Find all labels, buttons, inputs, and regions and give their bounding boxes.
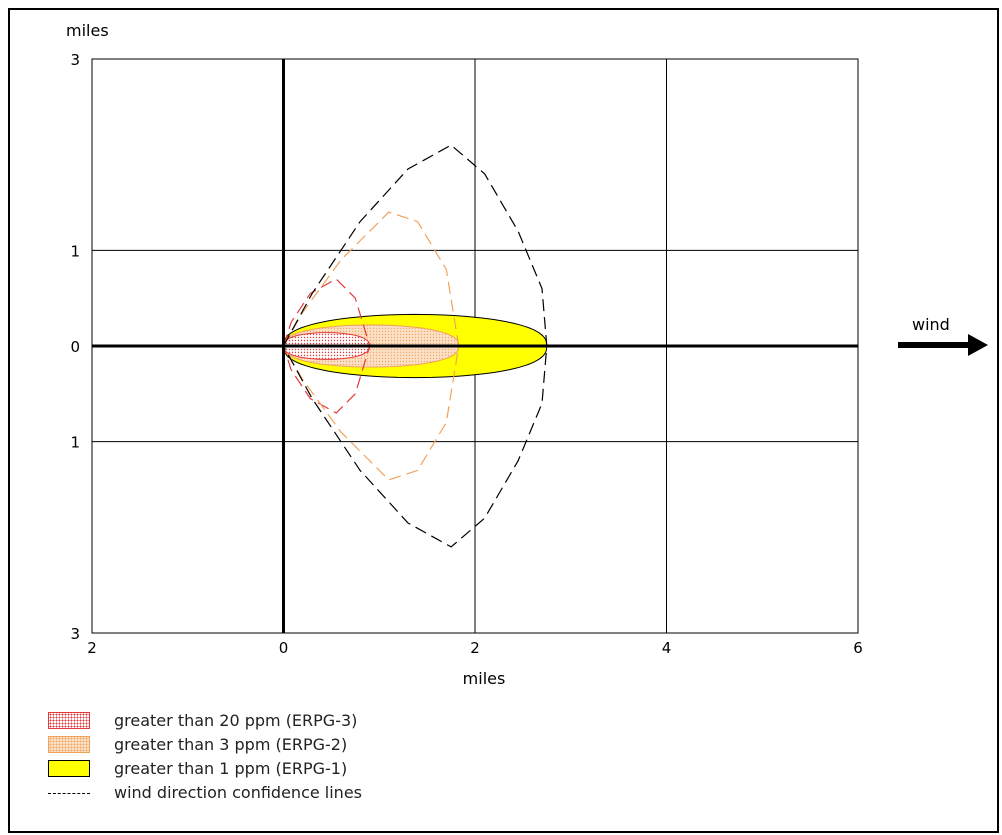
wind-indicator: wind bbox=[898, 315, 988, 356]
x-tick-label: 4 bbox=[662, 639, 672, 657]
erpg2-swatch-icon bbox=[48, 735, 90, 753]
x-tick-label: 2 bbox=[470, 639, 480, 657]
erpg1-swatch-icon bbox=[48, 759, 90, 777]
dashed-line-icon bbox=[48, 784, 90, 801]
wind-label: wind bbox=[912, 315, 950, 334]
legend-label: greater than 20 ppm (ERPG-3) bbox=[114, 710, 358, 730]
x-tick-label: 6 bbox=[853, 639, 863, 657]
legend-item-erpg1: greater than 1 ppm (ERPG-1) bbox=[48, 756, 362, 780]
y-tick-label: 1 bbox=[70, 434, 80, 452]
threat-zone-plot: 2 0 2 4 6 3 1 0 1 3 miles miles wind bbox=[66, 21, 988, 688]
x-tick-label: 0 bbox=[279, 639, 289, 657]
axes bbox=[92, 59, 858, 633]
legend: greater than 20 ppm (ERPG-3) greater tha… bbox=[48, 708, 362, 804]
legend-label: greater than 3 ppm (ERPG-2) bbox=[114, 734, 348, 754]
y-tick-label: 3 bbox=[70, 51, 80, 69]
legend-label: wind direction confidence lines bbox=[114, 782, 362, 802]
x-tick-label: 2 bbox=[87, 639, 97, 657]
y-tick-label: 0 bbox=[70, 338, 80, 356]
legend-item-erpg3: greater than 20 ppm (ERPG-3) bbox=[48, 708, 362, 732]
tick-labels: 2 0 2 4 6 3 1 0 1 3 bbox=[70, 51, 862, 657]
chart-frame bbox=[8, 8, 999, 833]
wind-arrow-icon bbox=[898, 334, 988, 356]
legend-label: greater than 1 ppm (ERPG-1) bbox=[114, 758, 348, 778]
x-axis-title: miles bbox=[463, 669, 506, 688]
y-tick-label: 1 bbox=[70, 242, 80, 260]
y-tick-label: 3 bbox=[70, 625, 80, 643]
legend-item-confidence: wind direction confidence lines bbox=[48, 780, 362, 804]
legend-item-erpg2: greater than 3 ppm (ERPG-2) bbox=[48, 732, 362, 756]
erpg3-swatch-icon bbox=[48, 711, 90, 729]
y-axis-title: miles bbox=[66, 21, 109, 40]
